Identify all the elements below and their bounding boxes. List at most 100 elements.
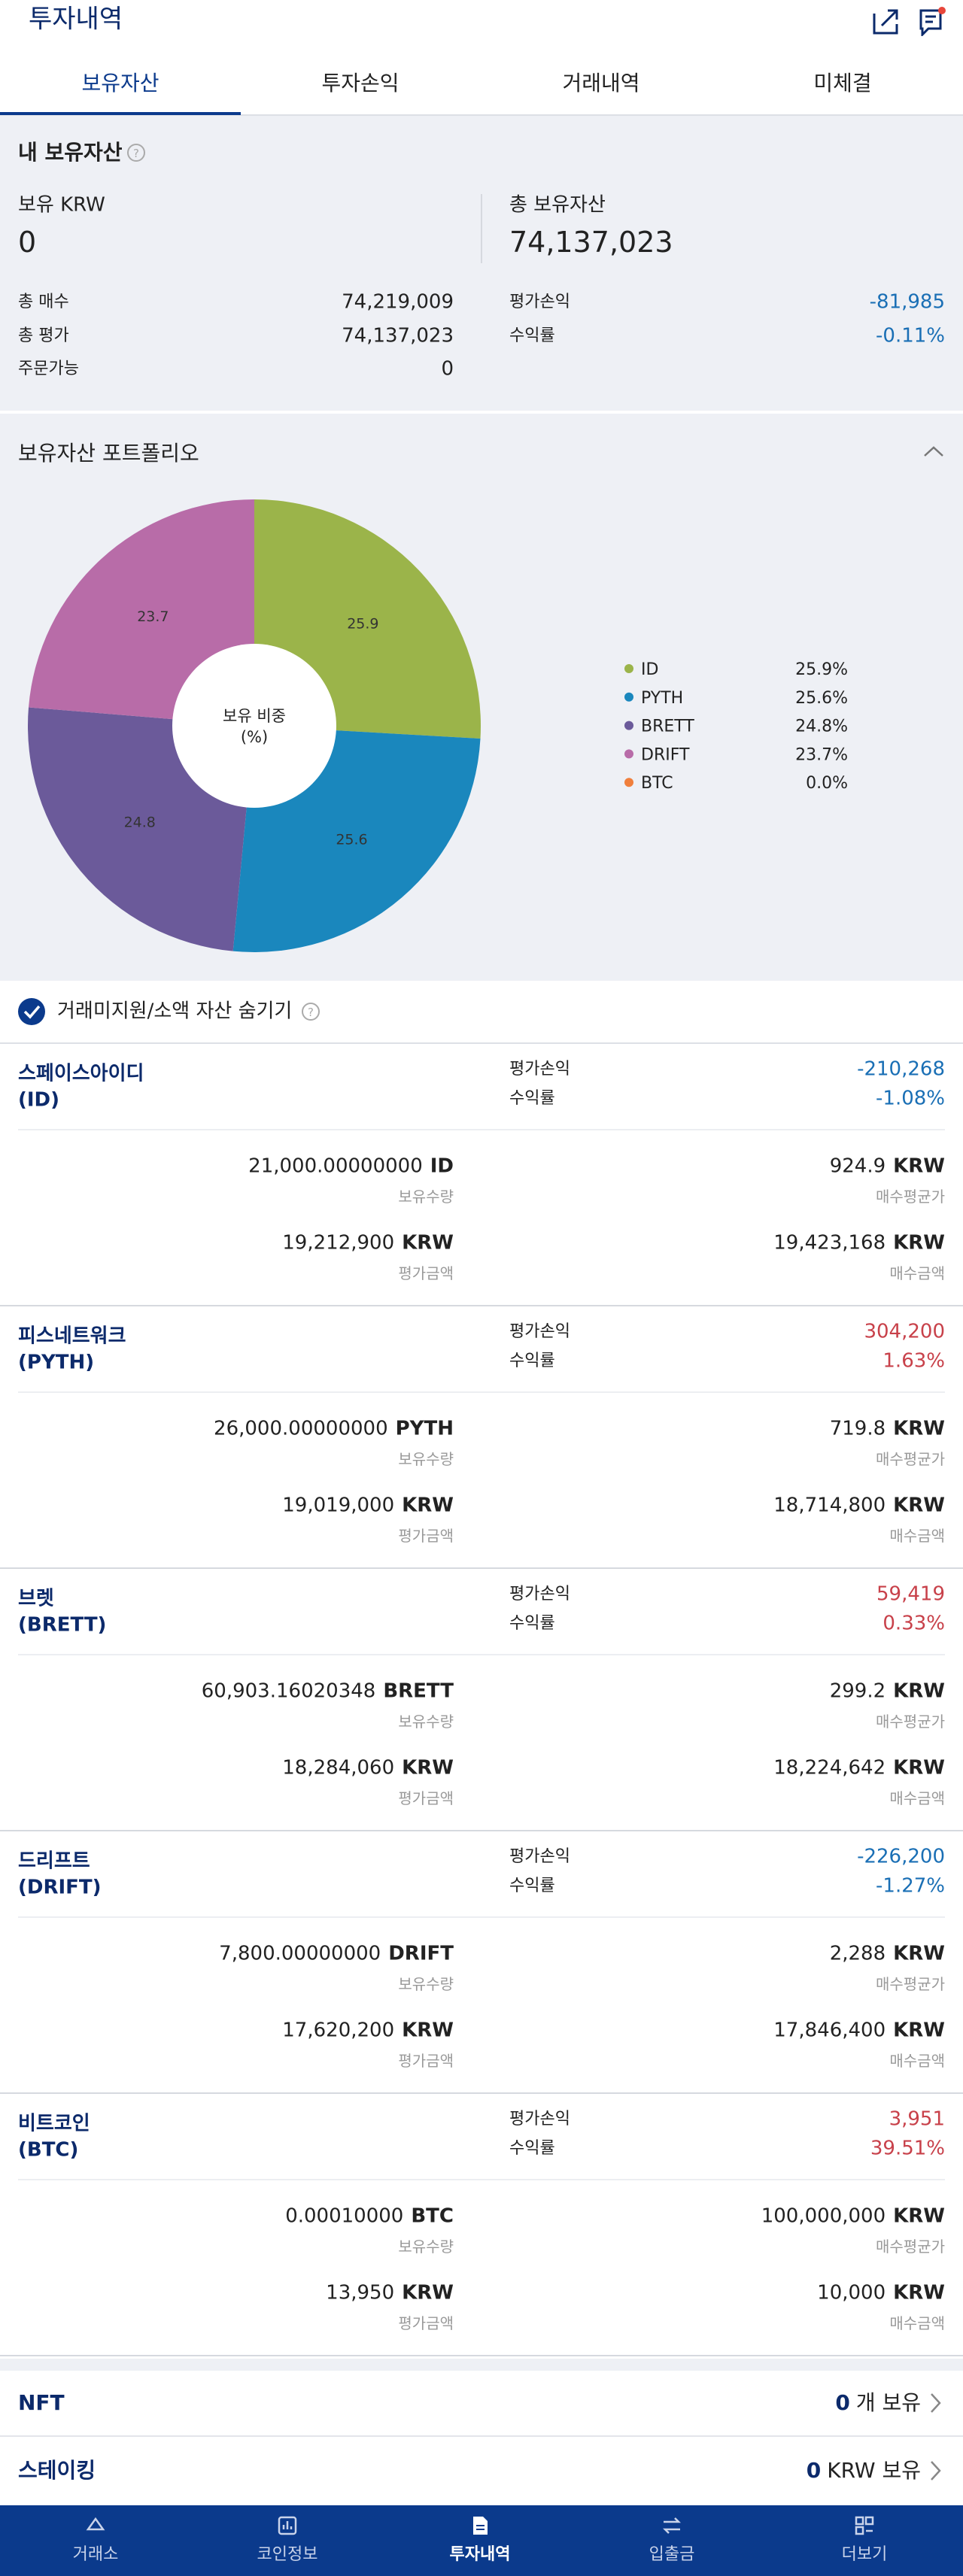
legend-value: 24.8% bbox=[795, 718, 848, 736]
divider bbox=[0, 1305, 963, 1306]
share-icon[interactable] bbox=[873, 9, 898, 35]
center-label: 보유 비중 bbox=[223, 707, 286, 725]
checkbox[interactable] bbox=[18, 997, 48, 1027]
tab[interactable]: 투자손익 bbox=[321, 71, 399, 96]
avg-label: 매수평균가 bbox=[876, 1975, 945, 1993]
avg-cell: 2,288 KRW bbox=[830, 1942, 945, 1965]
staking-label[interactable]: 스테이킹 bbox=[18, 2458, 96, 2483]
label: 총 보유자산 bbox=[509, 193, 606, 217]
legend-value: 25.6% bbox=[795, 689, 848, 708]
legend-label: PYTH bbox=[641, 689, 683, 708]
coin-ticker: (ID) bbox=[18, 1088, 60, 1112]
header-icons bbox=[873, 7, 946, 36]
value: 19,212,900 bbox=[282, 1231, 395, 1255]
divider bbox=[0, 1567, 963, 1569]
value-unit: KRW bbox=[402, 2019, 454, 2042]
label: 보유 KRW bbox=[18, 193, 105, 217]
qty: 7,800.00000000 bbox=[219, 1942, 381, 1965]
nav-icon[interactable] bbox=[275, 2514, 299, 2537]
legend-value: 25.9% bbox=[795, 660, 848, 679]
pnl-value: 3,951 bbox=[889, 2107, 945, 2131]
gap bbox=[0, 2359, 963, 2371]
rate-label: 수익률 bbox=[509, 1876, 555, 1895]
pnl-value: -226,200 bbox=[857, 1845, 945, 1868]
coin-ticker: (DRIFT) bbox=[18, 1876, 102, 1899]
cost-cell: 18,714,800 KRW bbox=[773, 1494, 945, 1517]
avg-cell: 924.9 KRW bbox=[830, 1154, 945, 1178]
qty-unit: BTC bbox=[411, 2204, 454, 2228]
qty-label: 보유수량 bbox=[398, 1450, 454, 1468]
pie-chart: 25.9 ID 25.9% 25.6 PYTH 25.6% 24.8 BRETT 24.8% 23… bbox=[27, 499, 848, 952]
pnl-label: 평가손익 bbox=[509, 1059, 570, 1079]
divider bbox=[0, 1042, 963, 1044]
avg: 719.8 bbox=[829, 1417, 886, 1440]
nav-icon[interactable] bbox=[84, 2514, 108, 2537]
nav-icon[interactable] bbox=[468, 2514, 492, 2537]
divider bbox=[18, 1391, 945, 1393]
tab[interactable]: 보유자산 bbox=[81, 71, 159, 96]
help-icon[interactable]: ? bbox=[126, 143, 146, 162]
qty-unit: DRIFT bbox=[388, 1942, 454, 1965]
value: 17,620,200 bbox=[282, 2019, 395, 2042]
pnl-label: 평가손익 bbox=[509, 1846, 570, 1866]
coin-ticker: (BRETT) bbox=[18, 1613, 107, 1637]
nav-label[interactable]: 입출금 bbox=[649, 2544, 695, 2564]
cost-label: 매수금액 bbox=[889, 1789, 945, 1807]
cost-cell: 18,224,642 KRW bbox=[773, 1756, 945, 1780]
row-label: 주문가능 bbox=[18, 359, 79, 378]
value-cell: 19,212,900 KRW bbox=[282, 1231, 454, 1255]
row-label: 평가손익 bbox=[509, 292, 570, 311]
collapse-icon[interactable] bbox=[922, 444, 945, 459]
cost-unit: KRW bbox=[893, 1756, 945, 1780]
value: 74,137,023 bbox=[509, 226, 673, 259]
qty-unit: PYTH bbox=[395, 1417, 454, 1440]
center-label: (%) bbox=[241, 728, 268, 746]
chevron[interactable] bbox=[928, 2392, 943, 2414]
nav-label[interactable]: 더보기 bbox=[841, 2544, 888, 2564]
nav-label[interactable]: 거래소 bbox=[72, 2544, 119, 2564]
avg-label: 매수평균가 bbox=[876, 2238, 945, 2256]
svg-text:?: ? bbox=[133, 147, 139, 160]
section-title: 보유자산 포트폴리오 bbox=[18, 441, 199, 466]
rate-value: -1.27% bbox=[876, 1874, 945, 1898]
legend-label: BTC bbox=[641, 774, 673, 793]
tab[interactable]: 거래내역 bbox=[562, 71, 640, 96]
nav-icon[interactable] bbox=[660, 2514, 684, 2537]
legend-value: 23.7% bbox=[795, 745, 848, 764]
qty: 21,000.00000000 bbox=[248, 1154, 423, 1178]
nft-label[interactable]: NFT bbox=[18, 2390, 65, 2416]
row-label: 총 매수 bbox=[18, 292, 69, 311]
coin-name: 비트코인 bbox=[18, 2112, 90, 2135]
help-icon[interactable]: ? bbox=[301, 1002, 320, 1021]
tab-border bbox=[0, 114, 963, 116]
qty-cell: 26,000.00000000 PYTH bbox=[214, 1417, 454, 1440]
cost-cell: 19,423,168 KRW bbox=[773, 1231, 945, 1255]
notice-icon[interactable] bbox=[919, 9, 942, 36]
nav-label[interactable]: 코인정보 bbox=[257, 2544, 318, 2564]
tab[interactable]: 미체결 bbox=[813, 71, 872, 96]
rate-value: -1.08% bbox=[876, 1087, 945, 1110]
cost: 10,000 bbox=[817, 2281, 886, 2304]
avg-label: 매수평균가 bbox=[876, 1713, 945, 1731]
legend-dot bbox=[624, 749, 633, 759]
value-unit: KRW bbox=[402, 1494, 454, 1517]
legend-label: BRETT bbox=[641, 718, 694, 736]
legend-label: ID bbox=[641, 660, 658, 679]
coin-name: 피스네트워크 bbox=[18, 1324, 126, 1348]
rate-value: 39.51% bbox=[870, 2137, 945, 2160]
nav-label[interactable]: 투자내역 bbox=[449, 2544, 511, 2564]
cost-cell: 10,000 KRW bbox=[817, 2281, 945, 2304]
avg-label: 매수평균가 bbox=[876, 1450, 945, 1468]
nav-icon[interactable] bbox=[852, 2514, 876, 2537]
qty-label: 보유수량 bbox=[398, 2238, 454, 2256]
rate-label: 수익률 bbox=[509, 2138, 555, 2158]
cost-unit: KRW bbox=[893, 2281, 945, 2304]
chevron[interactable] bbox=[928, 2459, 943, 2482]
hide-label[interactable]: 거래미지원/소액 자산 숨기기 bbox=[57, 1000, 293, 1023]
avg-unit: KRW bbox=[893, 1154, 945, 1178]
value-cell: 19,019,000 KRW bbox=[282, 1494, 454, 1517]
nft-count: 0 bbox=[835, 2390, 850, 2416]
pnl-label: 평가손익 bbox=[509, 2109, 570, 2128]
cost-label: 매수금액 bbox=[889, 2314, 945, 2332]
